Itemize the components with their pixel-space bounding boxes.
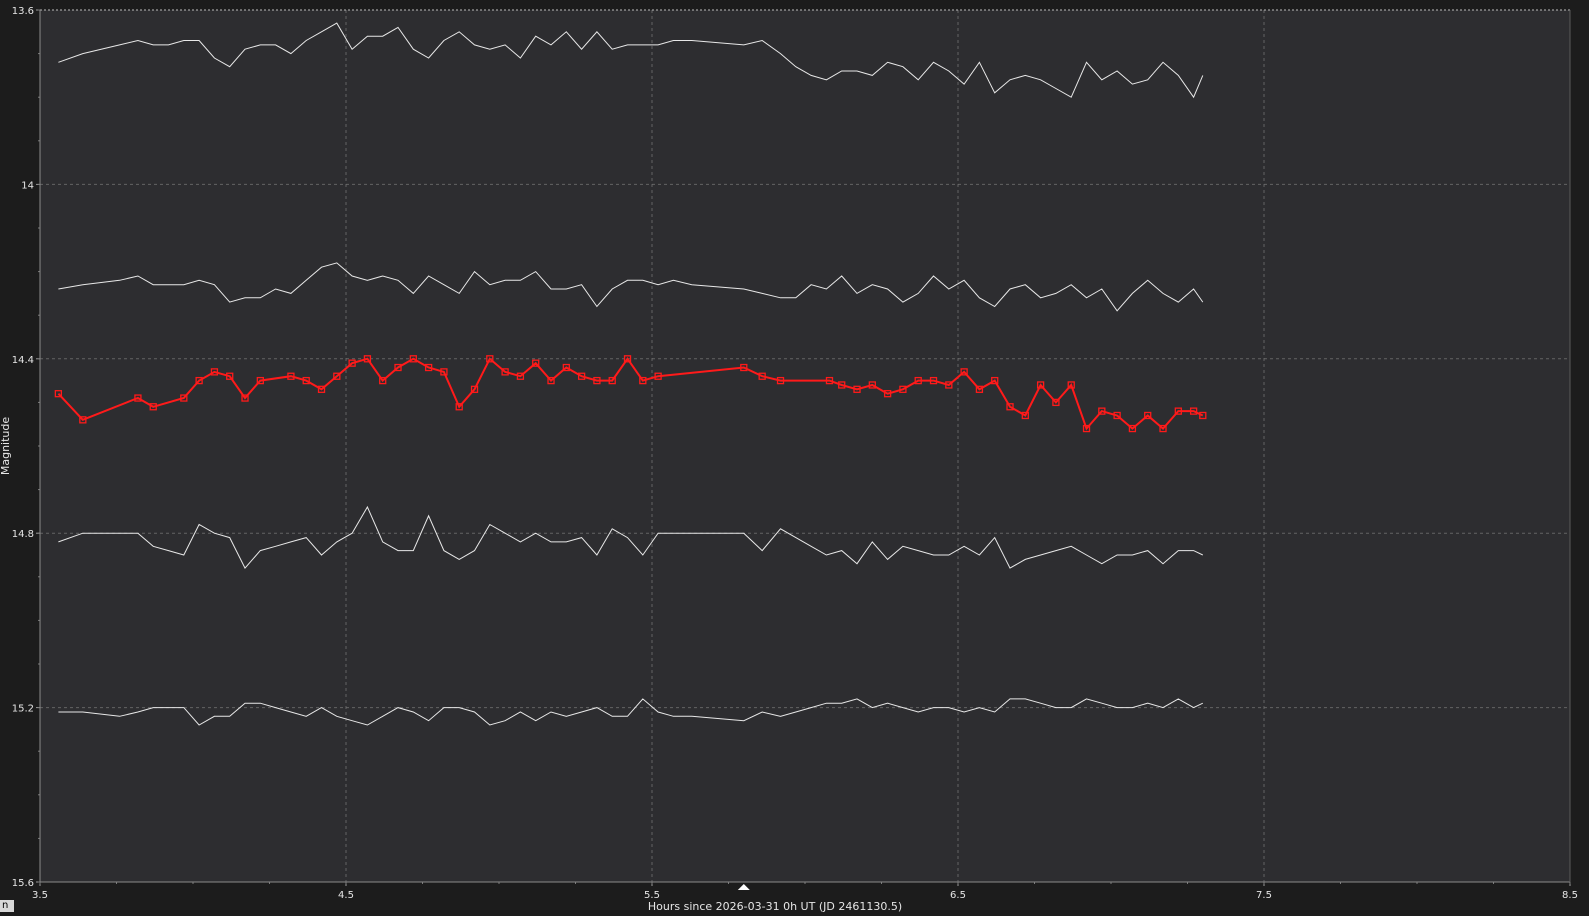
x-tick-label: 6.5 — [950, 890, 966, 901]
y-tick-label: 13.6 — [12, 6, 34, 17]
series-point-marker — [975, 385, 984, 393]
x-tick-label: 5.5 — [644, 890, 660, 901]
series-point-marker — [1144, 411, 1152, 420]
series-point-marker — [1036, 381, 1045, 389]
series-point-marker — [914, 376, 922, 385]
series-point-marker — [195, 376, 203, 385]
series-point-marker — [562, 363, 570, 372]
series-point-marker — [287, 372, 295, 380]
series-point-marker — [1067, 381, 1075, 389]
series-point-marker — [1128, 424, 1137, 433]
x-tick-label: 3.5 — [32, 890, 48, 901]
series-point-marker — [226, 372, 234, 380]
series-point-marker — [853, 385, 861, 393]
grid-layer — [40, 9, 1570, 882]
series-line-4 — [58, 505, 1204, 569]
x-tick-label: 4.5 — [338, 890, 354, 901]
y-tick-label: 15.6 — [12, 878, 34, 889]
series-point-marker — [348, 359, 356, 367]
series-point-marker — [899, 385, 907, 393]
time-marker-icon — [737, 884, 750, 890]
series-point-marker — [740, 363, 748, 372]
series-point-marker — [776, 376, 785, 385]
series-point-marker — [838, 381, 846, 389]
series-point-marker — [333, 372, 341, 380]
x-axis-label: Hours since 2026-03-31 0h UT (JD 2461130… — [648, 900, 902, 912]
series-point-marker — [593, 376, 601, 385]
series-point-marker — [960, 368, 968, 376]
series-line-3 — [57, 357, 1204, 431]
series-point-marker — [1006, 403, 1014, 411]
series-point-marker — [608, 376, 616, 385]
series-point-marker — [1174, 407, 1182, 415]
series-point-marker — [440, 368, 448, 376]
series-point-marker — [945, 381, 953, 389]
y-axis-label: Magnitude — [0, 417, 12, 476]
y-tick-label: 14 — [21, 180, 34, 191]
series-point-marker — [532, 359, 540, 367]
series-point-marker — [501, 368, 509, 376]
series-point-marker — [79, 416, 87, 424]
series-line-1 — [58, 22, 1204, 99]
series-point-marker — [825, 376, 834, 385]
series-point-marker — [758, 372, 766, 380]
series-point-marker — [883, 390, 892, 398]
series-point-marker — [379, 376, 387, 385]
series-point-marker — [1159, 424, 1167, 433]
series-point-marker — [1021, 411, 1029, 420]
series-point-marker — [149, 403, 157, 411]
y-tick-label: 14.4 — [12, 355, 34, 366]
series-point-marker — [363, 355, 372, 363]
series-point-marker — [210, 368, 219, 376]
series-point-marker — [241, 394, 249, 402]
series-point-marker — [409, 355, 417, 363]
series-point-marker — [577, 372, 586, 380]
series-point-marker — [991, 376, 999, 385]
series-point-marker — [639, 376, 647, 385]
series-point-marker — [1082, 424, 1091, 433]
series-point-marker — [302, 376, 310, 385]
series-point-marker — [1113, 411, 1121, 420]
y-tick-label: 14.8 — [12, 529, 34, 540]
x-tick-label: 8.5 — [1562, 890, 1578, 901]
series-line-5 — [58, 698, 1204, 726]
x-tick-label: 7.5 — [1256, 890, 1272, 901]
series-point-marker — [317, 385, 326, 393]
series-point-marker — [1199, 411, 1207, 420]
series-line-2 — [58, 262, 1204, 312]
series-point-marker — [470, 385, 479, 393]
series-point-marker — [134, 394, 142, 402]
series-point-marker — [516, 372, 525, 380]
plot-area[interactable] — [40, 10, 1570, 882]
series-point-marker — [256, 376, 264, 385]
series-point-marker — [547, 376, 555, 385]
series-point-marker — [1052, 398, 1060, 407]
series-point-marker — [486, 355, 494, 363]
series-point-marker — [54, 390, 63, 398]
series-point-marker — [1189, 407, 1198, 415]
series-point-marker — [394, 363, 402, 372]
series-point-marker — [623, 355, 632, 363]
axis-layer: 3.5 4.5 5.5 6.5 7.5 8.5 13.6 14 14.4 14.8 15.2 15.6 — [12, 6, 1578, 901]
series-point-marker — [180, 394, 188, 402]
series-point-marker — [654, 372, 662, 380]
series-point-marker — [929, 376, 938, 385]
series-point-marker — [424, 363, 433, 372]
series-layer — [54, 22, 1207, 726]
y-tick-label: 15.2 — [12, 704, 34, 715]
series-point-marker — [868, 381, 876, 389]
panel-edge-tab[interactable]: n — [0, 900, 14, 912]
series-point-marker — [455, 403, 463, 411]
series-point-marker — [1098, 407, 1106, 415]
